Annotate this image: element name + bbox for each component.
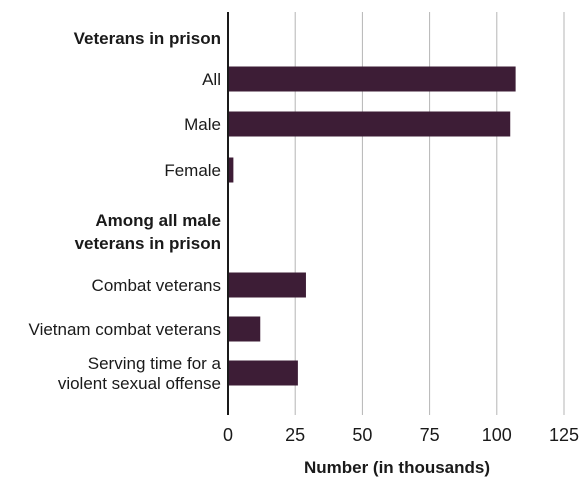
category-label: Combat veterans xyxy=(92,276,221,295)
category-labels: Veterans in prison All Male Female Among all… xyxy=(29,29,222,393)
x-tick-label: 125 xyxy=(549,425,579,445)
category-label: Male xyxy=(184,115,221,134)
x-tick-label: 50 xyxy=(352,425,372,445)
bar xyxy=(228,157,234,183)
category-label: Female xyxy=(164,161,221,180)
category-label: violent sexual offense xyxy=(58,374,221,393)
group-heading: Among all male xyxy=(95,211,221,230)
bar xyxy=(228,272,306,298)
category-label: Serving time for a xyxy=(88,354,222,373)
x-tick-label: 25 xyxy=(285,425,305,445)
bar xyxy=(228,316,261,342)
category-label: Vietnam combat veterans xyxy=(29,320,221,339)
bars xyxy=(228,66,516,386)
x-tick-label: 100 xyxy=(482,425,512,445)
bar xyxy=(228,111,511,137)
bar xyxy=(228,360,298,386)
x-axis-label: Number (in thousands) xyxy=(304,458,490,477)
x-tick-label: 0 xyxy=(223,425,233,445)
group-heading: Veterans in prison xyxy=(74,29,221,48)
group-heading: veterans in prison xyxy=(75,234,221,253)
category-label: All xyxy=(202,70,221,89)
bar xyxy=(228,66,516,92)
x-tick-label: 75 xyxy=(420,425,440,445)
x-tick-labels: 0 25 50 75 100 125 xyxy=(223,425,579,445)
